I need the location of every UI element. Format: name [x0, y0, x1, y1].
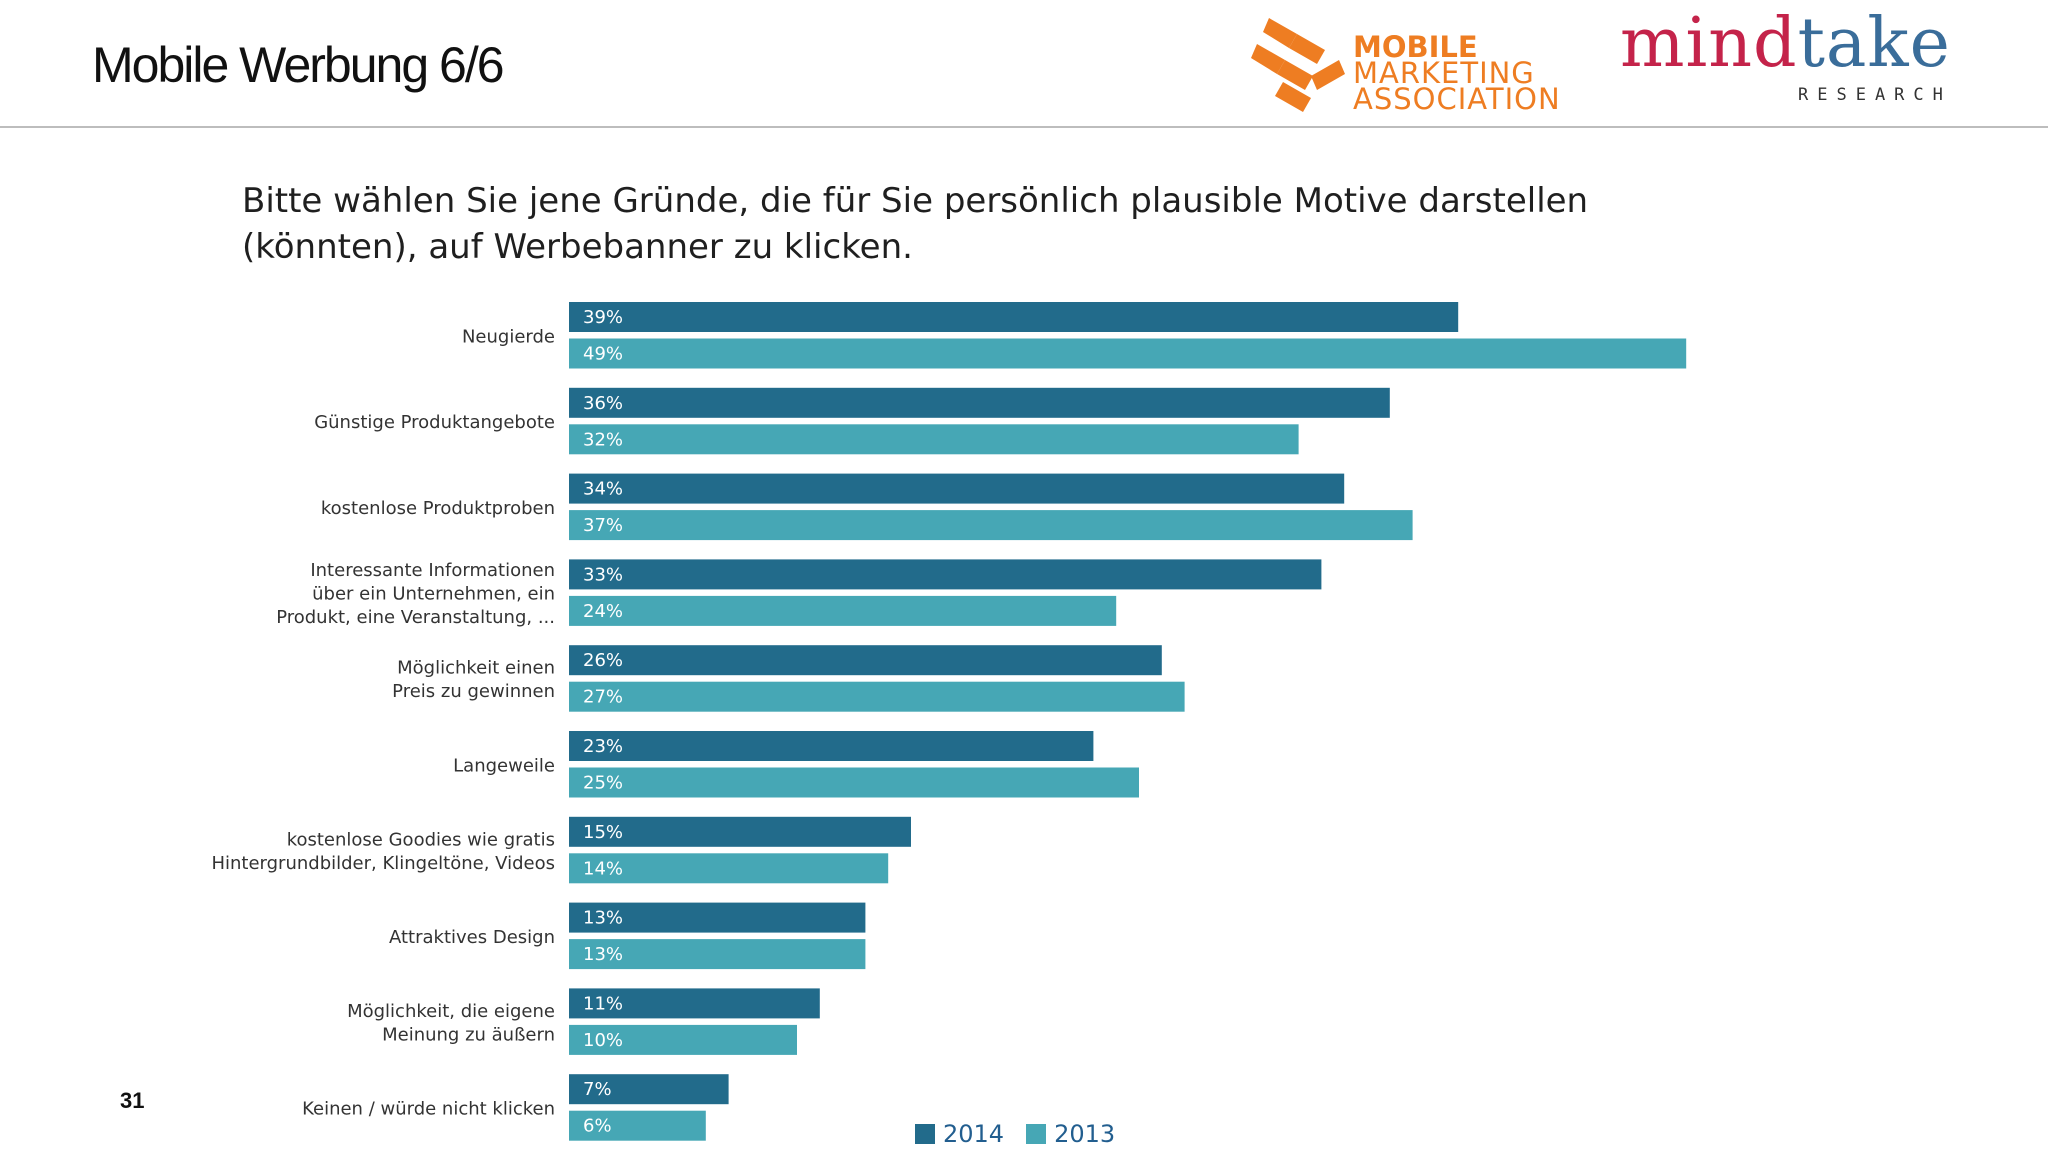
bar-label-2013-4: 27% [583, 687, 623, 708]
chart-title: Bitte wählen Sie jene Gründe, die für Si… [242, 181, 1589, 267]
mma-logo-text: MOBILE MARKETING ASSOCIATION [1353, 30, 1561, 116]
bar-label-2014-4: 26% [583, 650, 623, 671]
bar-label-2014-6: 15% [583, 822, 623, 843]
bar-2014-5 [569, 731, 1094, 761]
legend-item-2013: 2013 [1026, 1120, 1115, 1148]
bar-2014-3 [569, 559, 1322, 590]
bar-2014-2 [569, 473, 1345, 504]
category-label-8: Möglichkeit, die eigene Meinung zu äußern [347, 1001, 555, 1046]
bar-label-2014-8: 11% [583, 993, 623, 1014]
bar-label-2013-5: 25% [583, 773, 623, 794]
bar-2014-6 [569, 816, 911, 847]
bar-2013-3 [569, 595, 1117, 626]
bar-2013-1 [569, 424, 1299, 455]
legend-label-2014: 2014 [943, 1120, 1005, 1148]
category-label-0: Neugierde [462, 326, 555, 347]
bar-2013-6 [569, 853, 889, 884]
category-label-5: Langeweile [453, 755, 555, 776]
bar-label-2014-1: 36% [583, 393, 623, 414]
bar-label-2014-5: 23% [583, 736, 623, 757]
bar-label-2014-2: 34% [583, 479, 623, 500]
category-label-7: Attraktives Design [389, 927, 555, 948]
category-label-2: kostenlose Produktproben [321, 498, 555, 519]
mindtake-word-part2: take [1797, 4, 1951, 83]
bar-2013-5 [569, 767, 1139, 798]
legend-item-2014: 2014 [915, 1120, 1004, 1148]
bar-label-2014-3: 33% [583, 564, 623, 585]
bar-label-2014-0: 39% [583, 307, 623, 328]
mma-logo-mark [1245, 10, 1575, 120]
bar-label-2013-9: 6% [583, 1116, 612, 1137]
category-label-4: Möglichkeit einen Preis zu gewinnen [392, 658, 555, 703]
bar-2013-0 [569, 338, 1687, 369]
bar-2013-7 [569, 939, 866, 970]
mindtake-subtitle: RESEARCH [1798, 85, 1952, 105]
category-label-3: Interessante Informationen über ein Unter… [276, 560, 555, 628]
bar-2014-1 [569, 387, 1390, 418]
bar-2013-8 [569, 1024, 797, 1055]
bar-label-2013-7: 13% [583, 944, 623, 965]
category-label-9: Keinen / würde nicht klicken [302, 1098, 555, 1119]
bar-label-2013-6: 14% [583, 858, 623, 879]
bar-2013-9 [569, 1110, 706, 1141]
mindtake-word-part1: mind [1620, 4, 1798, 83]
category-label-6: kostenlose Goodies wie gratis Hintergrund… [211, 829, 555, 874]
slide-title: Mobile Werbung 6/6 [92, 37, 505, 93]
chart-legend: 2014 2013 [915, 1120, 1137, 1148]
mma-line-1: MOBILE [1353, 30, 1478, 64]
bar-label-2013-8: 10% [583, 1030, 623, 1051]
legend-swatch-2013 [1026, 1124, 1047, 1144]
bar-2014-0 [569, 302, 1459, 332]
bar-2014-7 [569, 902, 866, 933]
bar-2013-2 [569, 510, 1413, 541]
bar-label-2013-1: 32% [583, 429, 623, 450]
mindtake-logo: mindtake [1620, 4, 1951, 83]
bar-label-2013-2: 37% [583, 515, 623, 536]
mma-line-2: MARKETING [1353, 56, 1535, 90]
page-number: 31 [120, 1088, 145, 1113]
bar-2014-9 [569, 1074, 729, 1105]
legend-swatch-2014 [915, 1124, 935, 1144]
bar-2014-4 [569, 645, 1162, 676]
bar-2014-8 [569, 988, 820, 1019]
bar-label-2013-0: 49% [583, 344, 623, 365]
mma-line-3: ASSOCIATION [1353, 82, 1561, 116]
bar-label-2014-9: 7% [583, 1079, 612, 1100]
bar-2013-4 [569, 681, 1185, 712]
category-label-1: Günstige Produktangebote [314, 412, 555, 433]
header-divider [0, 126, 2048, 128]
bar-label-2013-3: 24% [583, 601, 623, 622]
legend-label-2013: 2013 [1054, 1120, 1116, 1148]
bar-label-2014-7: 13% [583, 908, 623, 929]
